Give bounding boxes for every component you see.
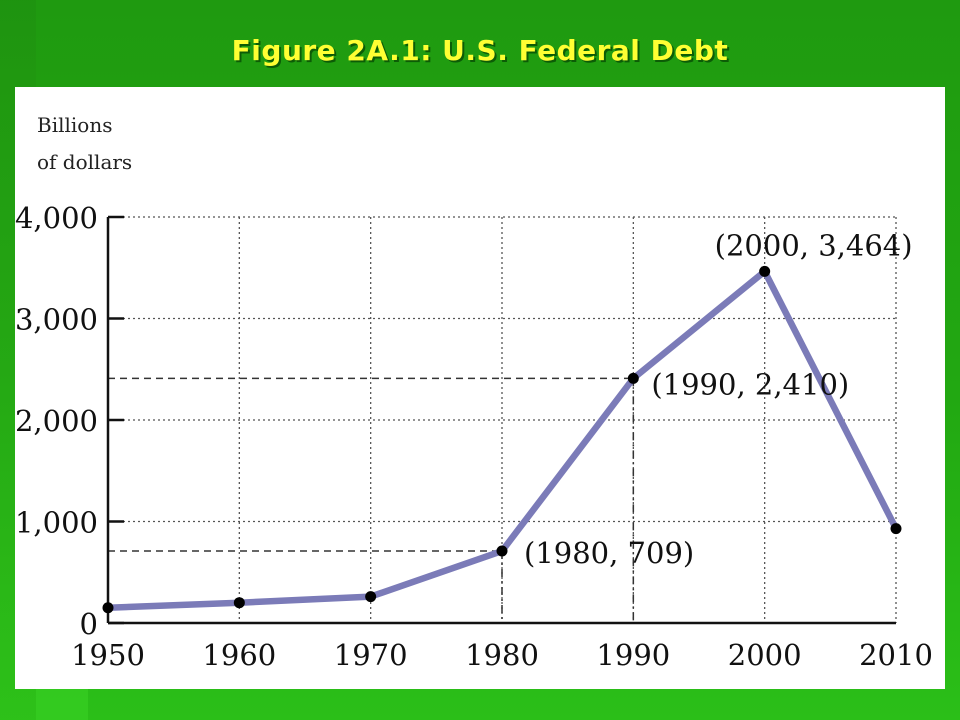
x-tick-label-1960: 1960 [202, 638, 276, 672]
y-tick-label-4000: 4,000 [15, 201, 98, 235]
data-point-1950 [102, 602, 114, 614]
x-tick-label-1970: 1970 [334, 638, 408, 672]
data-point-1980 [496, 545, 508, 557]
bottom-decorative-block [36, 688, 88, 720]
y-axis-label-line-1: Billions [37, 113, 112, 137]
annotation-1980: (1980, 709) [524, 536, 694, 570]
x-tick-label-1950: 1950 [71, 638, 145, 672]
y-tick-label-1000: 1,000 [15, 506, 98, 540]
annotation-guides [108, 377, 635, 623]
debt-line-chart: 0 1,000 2,000 3,000 4,000 1950 1960 1970 1980 199… [15, 113, 933, 672]
y-tick-label-0: 0 [80, 607, 98, 641]
y-tick-label-3000: 3,000 [15, 303, 98, 337]
x-tick-label-2010: 2010 [859, 638, 933, 672]
data-point-1990 [627, 372, 639, 384]
annotation-1990: (1990, 2,410) [651, 367, 849, 401]
x-tick-label-2000: 2000 [728, 638, 802, 672]
data-point-2000 [759, 265, 771, 277]
chart-series [102, 265, 902, 614]
chart-axes: 0 1,000 2,000 3,000 4,000 1950 1960 1970 1980 199… [15, 201, 933, 672]
chart-labels: Billions of dollars (1980, 709) (1990, 2,… [37, 113, 913, 570]
y-tick-label-2000: 2,000 [15, 404, 98, 438]
slide-title: Figure 2A.1: U.S. Federal Debt [231, 34, 729, 67]
y-axis-label-line-2: of dollars [37, 150, 132, 174]
data-point-1970 [365, 591, 377, 603]
x-tick-label-1980: 1980 [465, 638, 539, 672]
chart-grid [108, 216, 897, 623]
data-point-1960 [233, 597, 245, 609]
data-point-2010 [890, 523, 902, 535]
annotation-2000: (2000, 3,464) [715, 228, 913, 262]
chart-panel: 0 1,000 2,000 3,000 4,000 1950 1960 1970 1980 199… [15, 87, 945, 689]
x-tick-label-1990: 1990 [596, 638, 670, 672]
